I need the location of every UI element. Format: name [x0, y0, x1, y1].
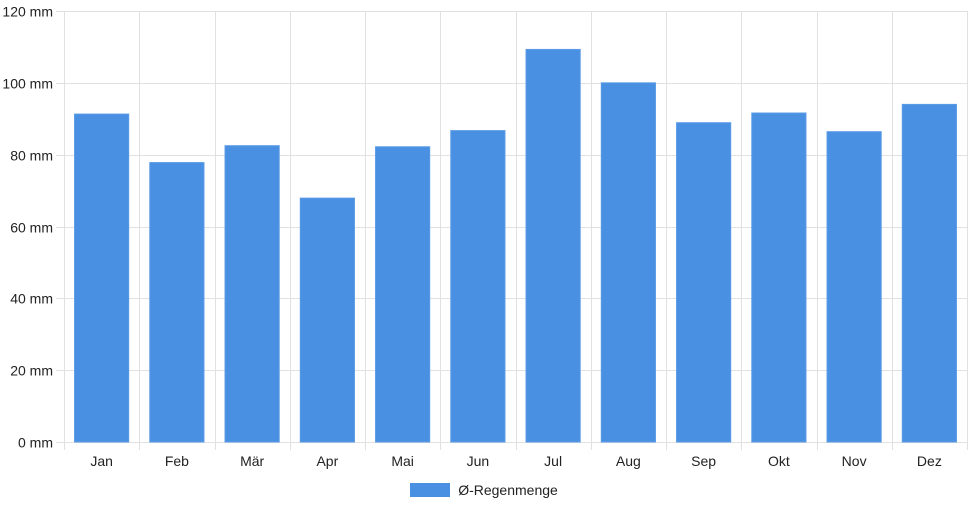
- y-tick-label: 80 mm: [10, 148, 53, 164]
- legend-label: Ø-Regenmenge: [458, 482, 558, 498]
- bar-Apr[interactable]: [299, 197, 355, 443]
- x-tick-label: Mai: [391, 453, 414, 469]
- bar-Dez[interactable]: [901, 103, 957, 443]
- bar-Feb[interactable]: [149, 162, 205, 443]
- x-tick-label: Aug: [616, 453, 641, 469]
- bar-Mai[interactable]: [375, 146, 431, 443]
- grid-lines: [56, 11, 968, 450]
- bar-Sep[interactable]: [676, 122, 732, 443]
- bar-Aug[interactable]: [600, 82, 656, 443]
- y-tick-label: 100 mm: [2, 76, 53, 92]
- y-tick-label: 120 mm: [2, 4, 53, 20]
- x-tick-label: Jan: [90, 453, 113, 469]
- y-tick-label: 60 mm: [10, 220, 53, 236]
- x-axis: Jan Feb Mär Apr Mai Jun Jul Aug Sep Okt Nov Dez: [90, 453, 941, 469]
- x-tick-label: Mär: [240, 453, 264, 469]
- x-tick-label: Okt: [768, 453, 790, 469]
- legend[interactable]: Ø-Regenmenge: [0, 478, 968, 502]
- x-tick-label: Dez: [917, 453, 942, 469]
- x-tick-label: Jul: [544, 453, 562, 469]
- y-tick-label: 0 mm: [18, 435, 53, 451]
- bars: [74, 48, 957, 443]
- y-tick-label: 40 mm: [10, 291, 53, 307]
- legend-swatch: [410, 483, 451, 497]
- bar-Jan[interactable]: [74, 113, 130, 443]
- x-tick-label: Nov: [842, 453, 867, 469]
- y-tick-label: 20 mm: [10, 363, 53, 379]
- x-tick-label: Jun: [467, 453, 490, 469]
- bar-Jun[interactable]: [450, 130, 506, 443]
- x-tick-label: Feb: [165, 453, 189, 469]
- x-tick-label: Sep: [691, 453, 716, 469]
- bar-Jul[interactable]: [525, 48, 581, 443]
- bar-Mär[interactable]: [224, 145, 280, 443]
- bar-Nov[interactable]: [826, 131, 882, 443]
- y-axis: 0 mm 20 mm 40 mm 60 mm 80 mm 100 mm 120 mm: [2, 4, 53, 451]
- bar-Okt[interactable]: [751, 112, 807, 443]
- x-tick-label: Apr: [316, 453, 338, 469]
